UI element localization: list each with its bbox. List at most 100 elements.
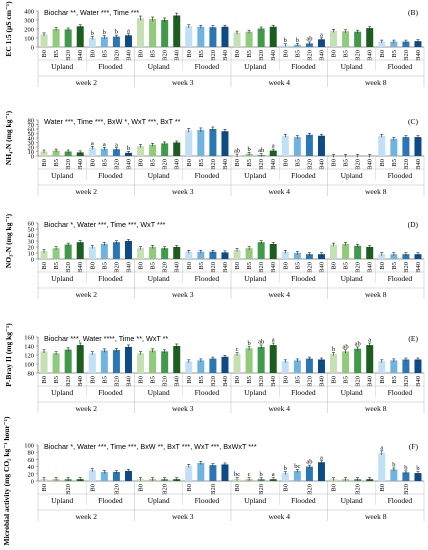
- bar: [76, 345, 84, 373]
- x-tick-label: B5: [198, 376, 205, 384]
- y-tick-label: 0: [31, 479, 34, 486]
- treatment-label: Flooded: [98, 496, 123, 505]
- significance-letter: b: [284, 465, 287, 472]
- x-tick-label: B5: [246, 50, 253, 58]
- significance-letter: a: [272, 471, 275, 478]
- x-tick-label: B40: [222, 159, 229, 170]
- x-tick-label: B40: [318, 159, 325, 170]
- bar: [281, 135, 289, 156]
- x-tick-label: B20: [403, 50, 410, 61]
- bar: [124, 241, 132, 259]
- y-tick-label: 0: [31, 154, 34, 161]
- bar: [88, 247, 96, 259]
- bar: [245, 31, 253, 47]
- significance-letter: b: [284, 37, 287, 44]
- x-tick-label: B0: [234, 376, 241, 384]
- treatment-label: Flooded: [388, 171, 413, 180]
- bar: [221, 464, 229, 481]
- bar: [100, 37, 108, 47]
- x-tick-label: B20: [306, 484, 313, 495]
- bar: [124, 346, 132, 373]
- bar: [402, 41, 410, 47]
- treatment-label: Upland: [51, 496, 73, 505]
- bar: [149, 350, 157, 373]
- bar: [64, 29, 72, 47]
- x-tick-label: B20: [210, 484, 217, 495]
- x-tick-label: B5: [246, 262, 253, 270]
- y-tick-label: 40: [28, 136, 35, 143]
- x-tick-label: B20: [306, 376, 313, 387]
- week-label: week 4: [269, 512, 291, 521]
- bar: [173, 15, 181, 47]
- bar: [64, 244, 72, 259]
- x-tick-label: B0: [89, 262, 96, 270]
- y-axis-label: NH₄-N (mg kg⁻¹): [4, 110, 13, 165]
- significance-letter: a: [127, 27, 130, 34]
- week-label: week 2: [76, 404, 98, 413]
- x-tick-label: B0: [234, 159, 241, 167]
- significance-letter: ab: [258, 147, 264, 154]
- week-label: week 4: [269, 187, 291, 196]
- x-tick-label: B5: [294, 159, 301, 167]
- bar: [402, 137, 410, 156]
- bar: [40, 151, 48, 156]
- y-tick-label: 100: [24, 36, 34, 43]
- bar: [390, 41, 398, 47]
- bar: [100, 148, 108, 156]
- bar: [209, 251, 217, 259]
- x-tick-label: B20: [258, 50, 265, 61]
- bar: [76, 152, 84, 156]
- bar: [88, 353, 96, 373]
- week-label: week 3: [172, 404, 194, 413]
- x-tick-label: B40: [367, 159, 374, 170]
- y-tick-label: 30: [28, 140, 35, 147]
- bar: [390, 469, 398, 481]
- x-tick-label: B5: [294, 262, 301, 270]
- y-tick-label: 30: [28, 239, 35, 246]
- bar: [414, 473, 422, 481]
- y-tick-label: 0: [31, 257, 34, 264]
- treatment-label: Flooded: [388, 274, 413, 283]
- treatment-label: Flooded: [98, 62, 123, 71]
- x-tick-label: B40: [318, 262, 325, 273]
- bar: [209, 129, 217, 156]
- treatment-label: Upland: [148, 171, 170, 180]
- significance-letter: b: [127, 145, 130, 152]
- bar: [402, 472, 410, 481]
- treatment-label: Upland: [148, 496, 170, 505]
- panel-tag: (F): [409, 442, 419, 451]
- x-tick-label: B0: [41, 376, 48, 384]
- y-tick-label: 80: [28, 371, 35, 378]
- x-tick-label: B20: [162, 484, 169, 495]
- x-tick-label: B0: [138, 159, 145, 167]
- x-tick-label: B5: [101, 50, 108, 58]
- x-tick-label: B40: [270, 262, 277, 273]
- x-tick-label: B5: [150, 159, 157, 167]
- bar: [52, 248, 60, 259]
- x-tick-label: B40: [415, 159, 422, 170]
- bar: [293, 360, 301, 373]
- significance-letter: a: [320, 31, 323, 38]
- significance-letter: a: [380, 444, 383, 451]
- treatment-label: Flooded: [291, 171, 316, 180]
- stats-annotation: Biochar *, Water ***, Time ***, WxT ***: [44, 220, 166, 229]
- bar: [197, 251, 205, 259]
- x-tick-label: B5: [53, 376, 60, 384]
- bar: [257, 346, 265, 373]
- treatment-label: Flooded: [388, 388, 413, 397]
- y-axis-label: NO₃-N (mg kg⁻¹): [4, 213, 13, 268]
- bar: [378, 361, 386, 373]
- significance-letter: a: [91, 140, 94, 147]
- bar: [233, 354, 241, 373]
- x-tick-label: B0: [138, 376, 145, 384]
- x-tick-label: B20: [258, 159, 265, 170]
- week-label: week 4: [269, 404, 291, 413]
- bar: [161, 143, 169, 156]
- treatment-label: Flooded: [195, 171, 220, 180]
- y-axis-label: Microbial activity (mg CO₂ kg⁻¹ hour⁻¹): [2, 416, 11, 545]
- bar: [197, 360, 205, 373]
- bar: [317, 254, 325, 259]
- x-tick-label: B20: [113, 376, 120, 387]
- y-axis-label: P-Bray II (mg kg⁻¹): [4, 323, 13, 387]
- x-tick-label: B40: [222, 262, 229, 273]
